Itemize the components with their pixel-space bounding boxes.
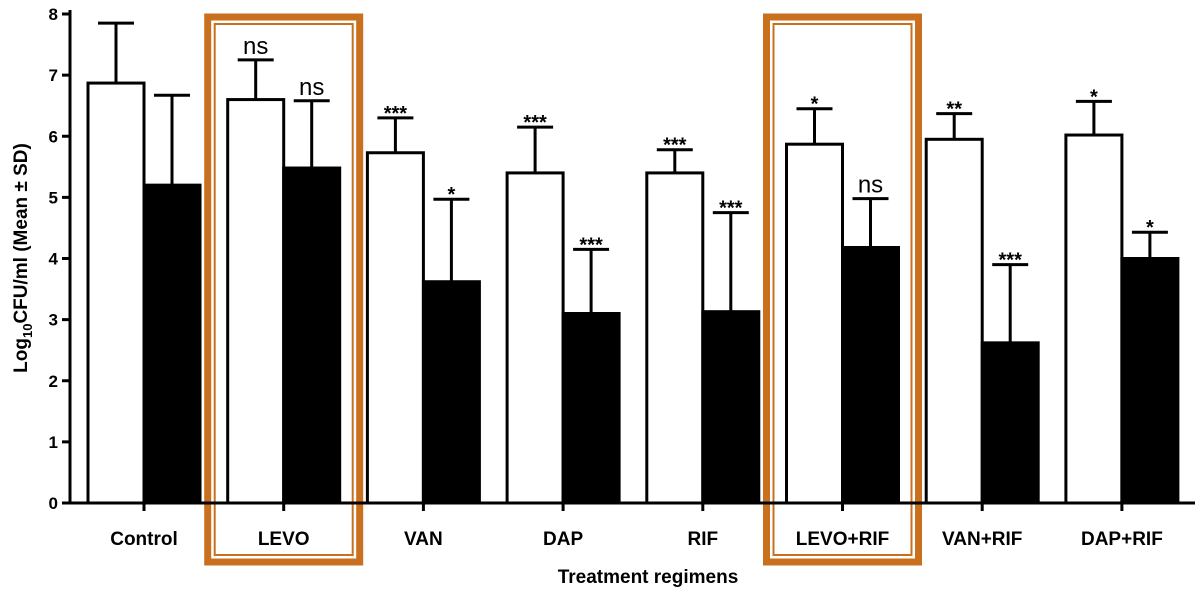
- x-category-label: LEVO: [258, 529, 310, 550]
- significance-label: *: [811, 94, 819, 116]
- bar: [785, 142, 844, 505]
- x-category-label: VAN: [404, 529, 443, 550]
- bar: [645, 171, 705, 505]
- bar: [505, 171, 565, 505]
- significance-label: ns: [858, 172, 883, 199]
- highlight-box-inner: [213, 23, 354, 556]
- significance-label: *: [1146, 217, 1154, 239]
- bar: [1120, 257, 1180, 505]
- significance-label: ***: [579, 234, 603, 256]
- significance-label: *: [448, 184, 456, 206]
- bar: [841, 245, 900, 505]
- significance-label: ***: [999, 250, 1023, 272]
- x-category-label: DAP+RIF: [1081, 529, 1163, 550]
- y-axis-label: Log10CFU/ml (Mean ± SD): [11, 143, 35, 373]
- y-axis-label-rest: CFU/ml (Mean ± SD): [11, 143, 32, 323]
- highlight-boxes: [204, 13, 922, 566]
- significance-label: ns: [243, 33, 268, 60]
- significance-label: **: [946, 99, 962, 121]
- significance-label: ***: [384, 103, 408, 125]
- significance-label: *: [1090, 86, 1098, 108]
- significance-label: ***: [719, 198, 743, 220]
- y-ticks: 0 1 2 3 4 5 6 7 8: [49, 5, 70, 513]
- y-tick-label: 0: [49, 494, 58, 513]
- y-tick-label: 7: [49, 66, 58, 85]
- x-category-label: Control: [110, 529, 178, 550]
- y-tick-label: 2: [49, 372, 58, 391]
- x-category-label: VAN+RIF: [942, 529, 1022, 550]
- bar: [561, 312, 621, 505]
- bar: [701, 310, 761, 505]
- bar: [980, 341, 1040, 505]
- bars: [86, 81, 1180, 505]
- y-tick-label: 3: [49, 311, 58, 330]
- y-axis-label-main: Log: [11, 338, 32, 373]
- y-tick-label: 6: [49, 127, 58, 146]
- bar: [924, 137, 984, 505]
- y-tick-label: 1: [49, 433, 58, 452]
- y-tick-label: 5: [49, 188, 58, 207]
- bar: [365, 151, 425, 505]
- bar: [86, 81, 146, 505]
- y-tick-label: 8: [49, 5, 58, 24]
- bar: [226, 98, 286, 505]
- highlight-box: [763, 13, 922, 566]
- bar: [1064, 133, 1124, 505]
- bar: [142, 183, 202, 505]
- x-category-label: DAP: [543, 529, 583, 550]
- error-bars: [98, 21, 1168, 343]
- highlight-box-inner: [772, 23, 913, 556]
- significance-label: ***: [663, 135, 687, 157]
- y-axis-label-subscript: 10: [20, 324, 35, 338]
- y-tick-label: 4: [49, 250, 59, 269]
- bar: [282, 166, 342, 505]
- highlight-box: [204, 13, 364, 566]
- bar: [421, 280, 481, 505]
- significance-label: ns: [299, 74, 324, 101]
- x-axis-label: Treatment regimens: [558, 567, 739, 588]
- x-categories: Control LEVO VAN DAP RIF LEVO+RIF VAN+RIF DAP+R…: [110, 529, 1163, 550]
- x-category-label: RIF: [687, 529, 718, 550]
- x-category-label: LEVO+RIF: [796, 529, 889, 550]
- significance-label: ***: [523, 112, 547, 134]
